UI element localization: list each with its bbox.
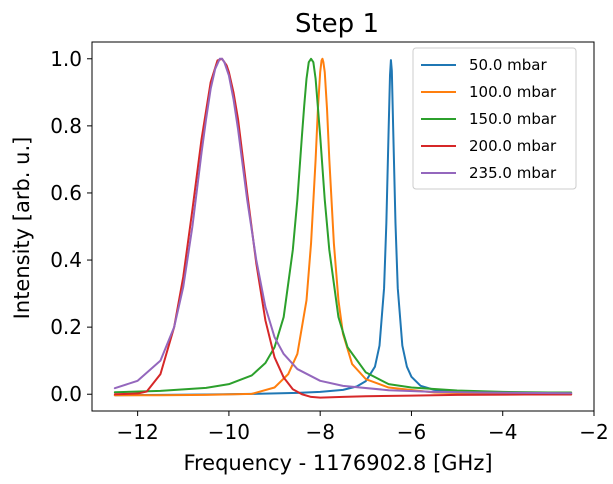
legend-label-1: 100.0 mbar [469, 83, 557, 101]
legend-frame [412, 47, 577, 190]
x-tick-label: −2 [579, 420, 608, 444]
x-tick-label: −4 [488, 420, 517, 444]
y-tick-label: 1.0 [50, 47, 82, 71]
x-tick-label: −10 [208, 420, 250, 444]
y-axis-ticks: 0.0 0.2 0.4 0.6 0.8 1.0 [50, 47, 92, 406]
x-axis-ticks: −12 −10 −8 −6 −4 −2 [117, 411, 609, 444]
series-line-3 [113, 57, 573, 399]
series-line-2 [113, 57, 573, 394]
legend-label-0: 50.0 mbar [469, 56, 547, 74]
chart-title: Step 1 [295, 9, 379, 39]
series-line-0 [113, 59, 573, 397]
y-tick-label: 0.2 [50, 315, 82, 339]
x-tick-label: −6 [397, 420, 426, 444]
plot-lines [113, 57, 573, 399]
series-line-1 [113, 57, 573, 397]
plot-frame [91, 41, 595, 412]
series-line-4 [113, 57, 573, 395]
y-axis-label: Intensity [arb. u.] [10, 137, 34, 320]
legend-label-3: 200.0 mbar [469, 137, 557, 155]
legend: 50.0 mbar 100.0 mbar 150.0 mbar 200.0 mbar 2… [412, 47, 577, 190]
x-tick-label: −12 [117, 420, 159, 444]
y-tick-label: 0.6 [50, 181, 82, 205]
legend-label-4: 235.0 mbar [469, 164, 557, 182]
legend-label-2: 150.0 mbar [469, 110, 557, 128]
y-tick-label: 0.8 [50, 114, 82, 138]
x-axis-label: Frequency - 1176902.8 [GHz] [183, 451, 492, 475]
y-tick-label: 0.4 [50, 248, 82, 272]
y-tick-label: 0.0 [50, 382, 82, 406]
x-tick-label: −8 [305, 420, 334, 444]
